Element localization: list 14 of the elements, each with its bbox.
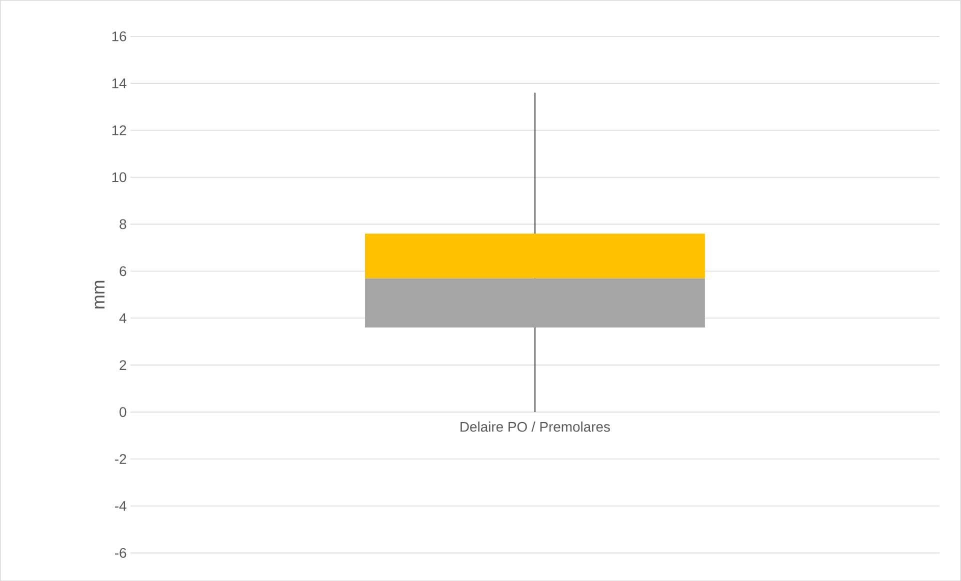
y-tick-label: 10 [112,172,126,182]
y-tick-label: 6 [120,266,126,276]
y-tick-label: 16 [112,31,126,42]
x-tick-label: Delaire PO / Premolares [460,421,610,432]
y-tick-label: 0 [120,406,126,417]
y-axis-title: mm [94,280,104,308]
y-tick-label: 2 [120,360,126,370]
y-tick-label: 12 [112,125,126,135]
y-tick-label: 14 [112,78,126,88]
y-tick-label: -4 [115,501,126,511]
y-tick-label: -6 [115,548,126,558]
y-tick-label: 8 [120,219,126,229]
y-tick-label: -2 [115,454,126,464]
y-tick-label: 4 [119,313,126,323]
